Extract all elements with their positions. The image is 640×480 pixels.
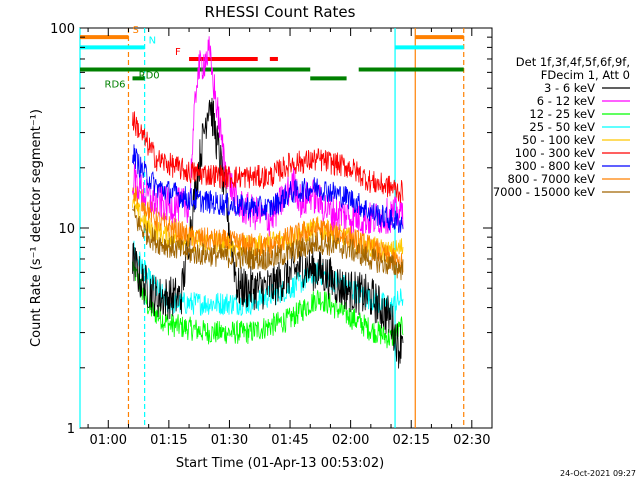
y-tick-label-1: 10 bbox=[58, 222, 75, 237]
vertical-markers bbox=[79, 28, 465, 428]
x-tick-label-5: 02:15 bbox=[392, 433, 429, 448]
legend-label-3: 25 - 50 keV bbox=[529, 120, 595, 134]
flag-bars: SN F RD0 RD6 bbox=[80, 25, 464, 90]
x-tick-label-4: 02:00 bbox=[332, 433, 369, 448]
chart-title: RHESSI Count Rates bbox=[205, 3, 356, 21]
flag-label-2: F bbox=[175, 47, 181, 58]
x-tick-label-1: 01:15 bbox=[150, 433, 187, 448]
axis-ticks: 01:00 01:15 01:30 01:45 02:00 02:15 02:30 1 10 10… bbox=[50, 22, 493, 448]
series-line-5 bbox=[132, 111, 404, 203]
series-line-3 bbox=[132, 240, 404, 318]
legend-label-6: 300 - 800 keV bbox=[515, 159, 595, 173]
plot-frame bbox=[79, 27, 493, 429]
y-axis-label: Count Rate (s⁻¹ detector segment⁻¹) bbox=[29, 109, 44, 347]
x-axis-label: Start Time (01-Apr-13 00:53:02) bbox=[176, 456, 384, 471]
series-line-6 bbox=[132, 144, 404, 233]
legend-label-0: 3 - 6 keV bbox=[544, 81, 595, 95]
y-tick-label-0: 1 bbox=[67, 422, 75, 437]
series-line-1 bbox=[132, 36, 404, 237]
y-tick-label-2: 100 bbox=[50, 22, 75, 37]
flag-label-0: S bbox=[132, 25, 138, 36]
legend-header-0: Det 1f,3f,4f,5f,6f,9f, bbox=[516, 55, 630, 69]
legend-label-2: 12 - 25 keV bbox=[529, 107, 595, 121]
series-lines bbox=[132, 36, 404, 369]
legend-label-1: 6 - 12 keV bbox=[537, 94, 595, 108]
legend: Det 1f,3f,4f,5f,6f,9f,FDecim 1, Att 03 -… bbox=[493, 55, 630, 199]
x-tick-label-2: 01:30 bbox=[211, 433, 248, 448]
series-line-2 bbox=[132, 257, 404, 349]
series-line-8 bbox=[132, 205, 404, 281]
legend-header-1: FDecim 1, Att 0 bbox=[541, 68, 630, 82]
x-tick-label-3: 01:45 bbox=[271, 433, 308, 448]
legend-label-8: 7000 - 15000 keV bbox=[493, 185, 595, 199]
x-tick-label-6: 02:30 bbox=[453, 433, 490, 448]
flag-label-3: RD0 bbox=[139, 71, 160, 82]
flag-label-4: RD6 bbox=[105, 79, 126, 90]
plot-area bbox=[79, 27, 493, 429]
legend-label-5: 100 - 300 keV bbox=[515, 146, 595, 160]
timestamp: 24-Oct-2021 09:27 bbox=[560, 469, 636, 478]
series-line-0 bbox=[132, 97, 404, 369]
x-tick-label-0: 01:00 bbox=[90, 433, 127, 448]
legend-label-4: 50 - 100 keV bbox=[522, 133, 595, 147]
legend-label-7: 800 - 7000 keV bbox=[507, 172, 595, 186]
flag-label-1: N bbox=[149, 35, 156, 46]
